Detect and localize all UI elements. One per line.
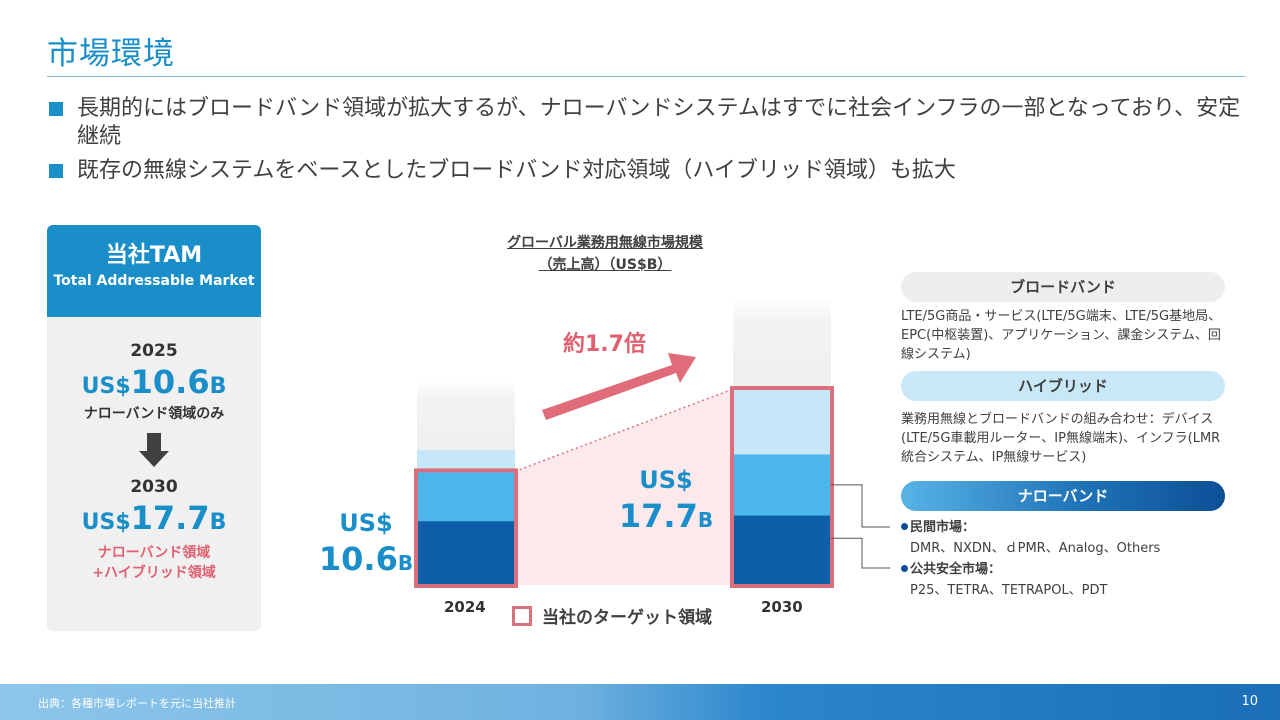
segment-private-market: 民間市場： DMR、NXDN、ｄPMR、Analog、Others [901, 518, 1160, 558]
amount-unit: B [209, 510, 227, 535]
chart-title-line1: グローバル業務用無線市場規模 [507, 235, 703, 251]
growth-ratio-label: 約1.7倍 [563, 332, 646, 357]
dot-icon [901, 565, 908, 572]
segment-pill-hybrid: ハイブリッド [901, 371, 1225, 401]
chart-legend: 当社のターゲット領域 [512, 603, 712, 628]
currency-label: US$ [81, 510, 131, 535]
bar-segment [417, 471, 515, 522]
bullet-list: 長期的にはブロードバンド領域が拡大するが、ナローバンドシステムはすでに社会インフ… [47, 95, 1247, 191]
amount-unit: B [397, 551, 414, 575]
target-connector-line [514, 388, 734, 473]
bullet-text: 長期的にはブロードバンド領域が拡大するが、ナローバンドシステムはすでに社会インフ… [77, 96, 1241, 149]
bar-segment [733, 389, 831, 455]
x-tick-label: 2030 [761, 598, 803, 616]
bullet-text: 既存の無線システムをベースとしたブロードバンド対応領域（ハイブリッド領域）も拡大 [77, 158, 956, 183]
bar-segment [417, 380, 515, 451]
tam-amount-2030: US$17.7B [47, 499, 261, 537]
amount-number: 10.6 [130, 363, 210, 401]
square-bullet-icon [49, 164, 63, 178]
page-number: 10 [1241, 694, 1258, 709]
target-outline-2030 [730, 386, 834, 588]
target-area-legend-icon [512, 605, 532, 626]
public-market-label: 公共安全市場： [910, 562, 1002, 577]
tam-body: 2025 US$10.6B ナローバンド領域のみ 2030 US$17.7B ナ… [47, 341, 261, 583]
amount-unit: B [697, 508, 714, 532]
tam-subtitle: Total Addressable Market [53, 273, 255, 289]
square-bullet-icon [49, 102, 63, 116]
tam-year-2025: 2025 [130, 341, 178, 361]
target-region-shade [515, 389, 733, 585]
callout-line-public [831, 537, 890, 569]
value-label-2030: US$ 17.7B [616, 462, 716, 540]
tam-title: 当社TAM [105, 243, 203, 268]
currency-label: US$ [81, 374, 131, 399]
page-title: 市場環境 [47, 36, 175, 72]
source-note: 出典：各種市場レポートを元に当社推計 [38, 697, 236, 710]
tam-note-2030-line2: +ハイブリッド領域 [92, 565, 216, 581]
amount-unit: B [209, 374, 227, 399]
tam-header: 当社TAM Total Addressable Market [47, 225, 261, 317]
bullet-item: 長期的にはブロードバンド領域が拡大するが、ナローバンドシステムはすでに社会インフ… [47, 95, 1247, 151]
amount-number: 17.7 [130, 499, 210, 537]
tam-year-2030: 2030 [130, 477, 178, 497]
tam-note-2030-line1: ナローバンド領域 [97, 545, 211, 561]
private-market-values: DMR、NXDN、ｄPMR、Analog、Others [910, 541, 1161, 556]
value-label-2024: US$ 10.6B [316, 505, 416, 583]
currency-label: US$ [639, 466, 693, 494]
growth-arrow-icon [542, 353, 696, 420]
chart-title-line2: （売上高）（US$B） [538, 257, 672, 273]
callout-line-private [831, 484, 890, 528]
bullet-item: 既存の無線システムをベースとしたブロードバンド対応領域（ハイブリッド領域）も拡大 [47, 157, 1247, 185]
bar-segment [733, 454, 831, 516]
title-divider [47, 76, 1245, 77]
chart-title: グローバル業務用無線市場規模 （売上高）（US$B） [470, 232, 740, 276]
tam-note-2025: ナローバンド領域のみ [83, 406, 225, 422]
amount-number: 10.6 [318, 540, 398, 578]
market-size-chart [414, 298, 890, 588]
target-outline-2024 [414, 468, 518, 588]
bar-segment [733, 515, 831, 585]
public-market-values: P25、TETRA、TETRAPOL、PDT [910, 583, 1108, 598]
tam-panel: 当社TAM Total Addressable Market 2025 US$1… [47, 225, 261, 631]
x-tick-label: 2024 [444, 598, 486, 616]
footer-bar: 出典：各種市場レポートを元に当社推計 10 [0, 684, 1280, 720]
legend-label: 当社のターゲット領域 [542, 608, 712, 628]
tam-amount-2025: US$10.6B [47, 363, 261, 401]
bar-segment [417, 450, 515, 472]
bar-segment [417, 521, 515, 585]
segment-desc-hybrid: 業務用無線とブロードバンドの組み合わせ：デバイス(LTE/5G車載用ルーター、I… [901, 412, 1221, 465]
down-arrow-icon [139, 433, 169, 469]
dot-icon [901, 523, 908, 530]
bar-segment [733, 298, 831, 390]
segment-pill-narrowband: ナローバンド [901, 481, 1225, 511]
segment-public-safety-market: 公共安全市場： P25、TETRA、TETRAPOL、PDT [901, 560, 1107, 600]
private-market-label: 民間市場： [910, 520, 976, 535]
segment-pill-broadband: ブロードバンド [901, 272, 1225, 302]
segment-desc-broadband: LTE/5G商品・サービス(LTE/5G端末、LTE/5G基地局、EPC(中枢装… [901, 309, 1222, 362]
currency-label: US$ [339, 509, 393, 537]
amount-number: 17.7 [618, 497, 698, 535]
